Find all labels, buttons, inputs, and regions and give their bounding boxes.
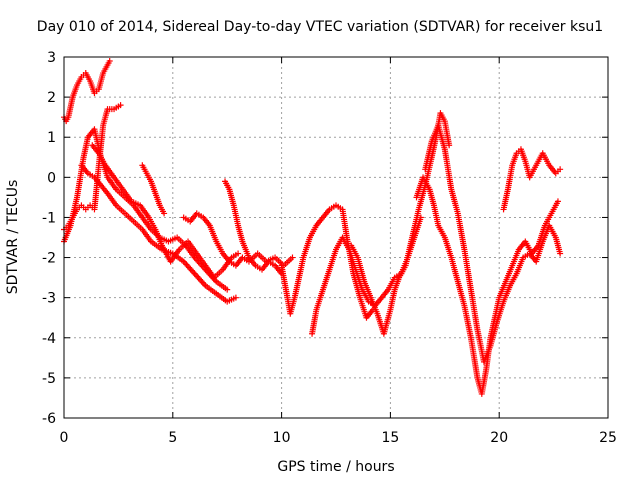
x-tick-label: 0 — [60, 430, 69, 446]
data-point — [446, 142, 453, 149]
data-point — [554, 198, 561, 205]
data-point — [106, 58, 113, 65]
y-tick-label: 1 — [47, 130, 56, 146]
y-tick-label: -1 — [42, 210, 56, 226]
x-axis-label: GPS time / hours — [277, 459, 394, 475]
data-point — [224, 286, 231, 293]
x-tick-label: 20 — [490, 430, 508, 446]
data-point — [289, 254, 296, 261]
data-point — [161, 210, 168, 217]
tick-labels: 0 5 10 15 20 25 -6 -5 -4 -3 -2 -1 0 1 2 3 — [42, 50, 617, 446]
y-tick-label: 2 — [47, 90, 56, 106]
chart-title: Day 010 of 2014, Sidereal Day-to-day VTE… — [37, 19, 603, 35]
x-tick-label: 15 — [381, 430, 399, 446]
x-tick-label: 5 — [168, 430, 177, 446]
x-tick-label: 25 — [599, 430, 617, 446]
data-point — [117, 102, 124, 109]
y-tick-label: -6 — [42, 411, 56, 427]
y-axis-label: SDTVAR / TECUs — [5, 180, 21, 295]
y-tick-label: -2 — [42, 251, 56, 267]
plot-frame — [63, 56, 609, 419]
x-tick-label: 10 — [273, 430, 291, 446]
data-point — [557, 250, 564, 257]
data-point — [235, 250, 242, 257]
y-tick-label: 0 — [47, 170, 56, 186]
y-tick-label: -5 — [42, 371, 56, 387]
y-tick-label: -4 — [42, 331, 56, 347]
data-point — [232, 294, 239, 301]
data-point — [557, 166, 564, 173]
y-tick-label: -3 — [42, 291, 56, 307]
y-tick-label: 3 — [47, 50, 56, 66]
data-points — [61, 58, 564, 397]
